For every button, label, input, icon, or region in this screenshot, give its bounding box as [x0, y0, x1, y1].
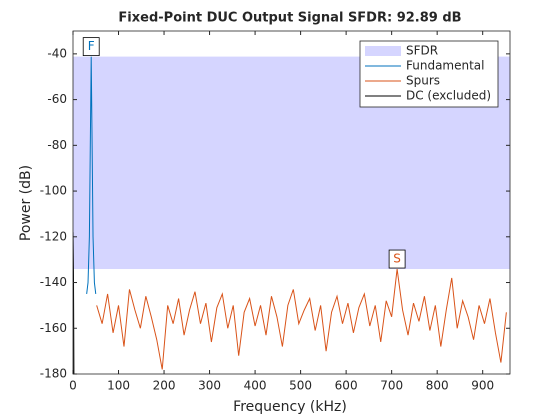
x-tick-label: 600: [335, 379, 358, 393]
x-tick-label: 0: [69, 379, 77, 393]
legend-swatch: [365, 46, 401, 56]
y-axis-label: Power (dB): [18, 165, 34, 241]
x-tick-label: 500: [289, 379, 312, 393]
y-tick-label: -140: [40, 275, 67, 289]
y-tick-label: -120: [40, 229, 67, 243]
x-tick-label: 900: [471, 379, 494, 393]
series-line: [86, 56, 97, 295]
series-line: [96, 268, 507, 370]
x-tick-label: 200: [153, 379, 176, 393]
legend-label: DC (excluded): [406, 89, 491, 103]
marker-label: F: [88, 39, 95, 53]
marker-box: [388, 249, 406, 269]
marker-box: [82, 37, 100, 57]
legend-label: Fundamental: [406, 59, 485, 73]
axes-box: [72, 30, 511, 375]
y-tick-label: -160: [40, 321, 67, 335]
y-tick-label: -60: [47, 92, 67, 106]
x-axis-label: Frequency (kHz): [233, 399, 347, 415]
x-tick-label: 100: [107, 379, 130, 393]
marker-label: S: [393, 252, 401, 266]
x-tick-label: 300: [198, 379, 221, 393]
x-tick-label: 800: [426, 379, 449, 393]
y-tick-label: -80: [47, 138, 67, 152]
x-tick-label: 400: [244, 379, 267, 393]
chart-title: Fixed-Point DUC Output Signal SFDR: 92.8…: [118, 11, 461, 26]
y-tick-label: -100: [40, 184, 67, 198]
y-tick-label: -40: [47, 46, 67, 60]
legend-label: SFDR: [406, 44, 438, 58]
y-tick-label: -180: [40, 367, 67, 381]
x-tick-label: 700: [380, 379, 403, 393]
legend-label: Spurs: [406, 74, 440, 88]
